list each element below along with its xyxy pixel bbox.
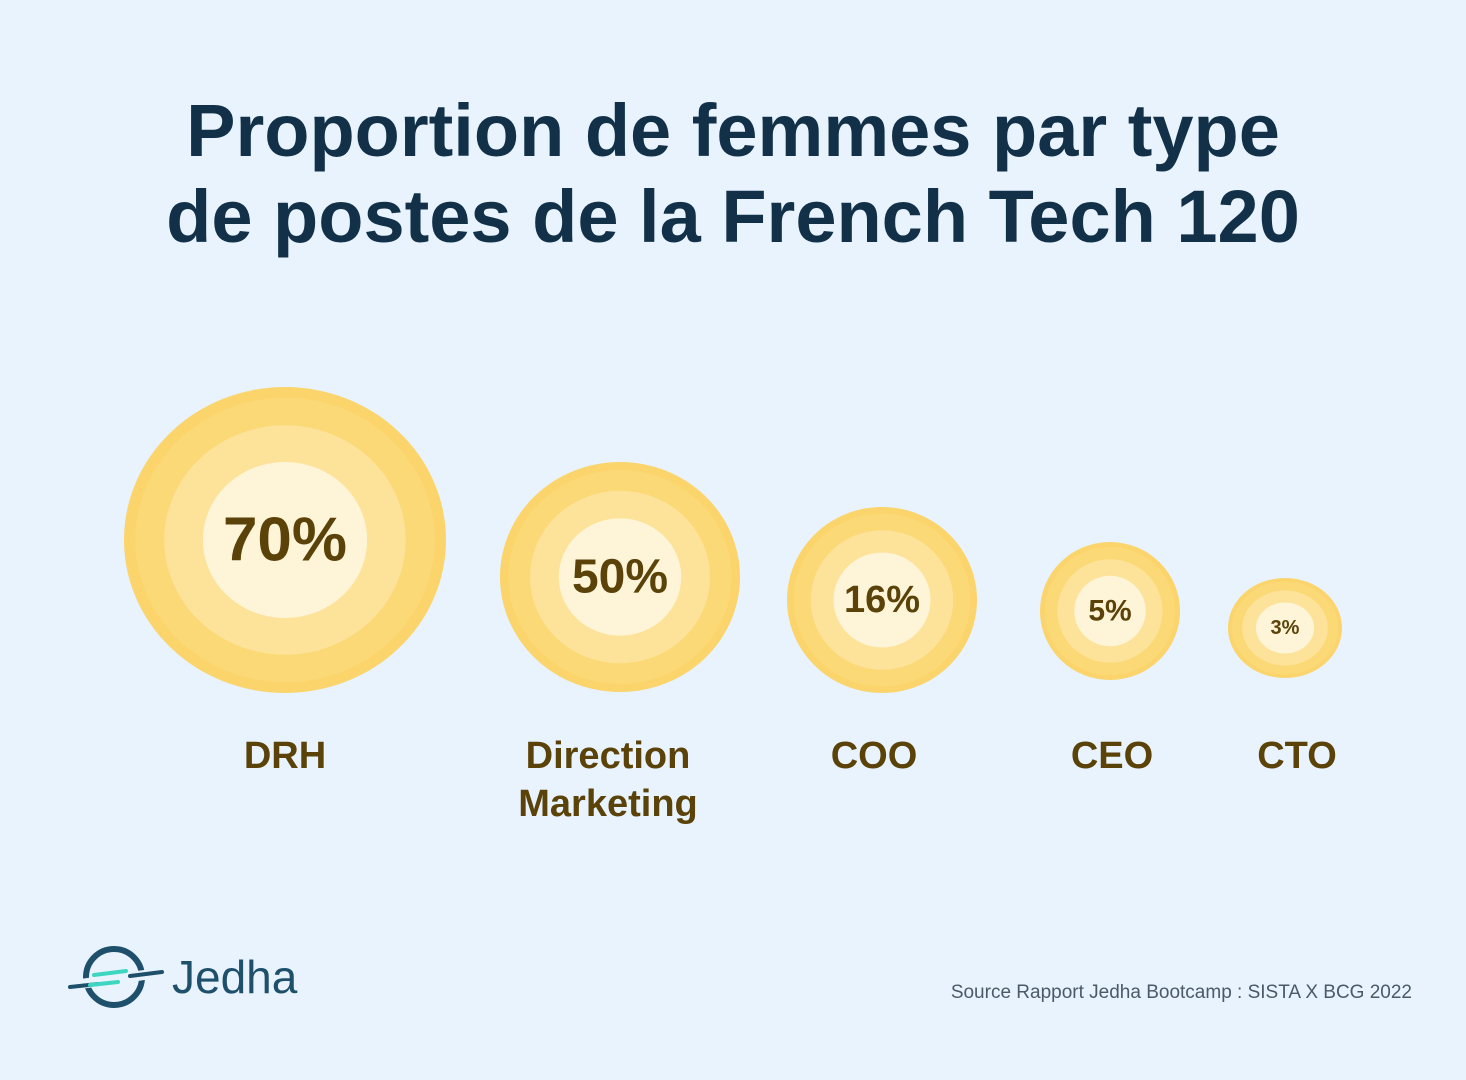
value-label: 5% — [1088, 595, 1131, 628]
bubble-inner — [1255, 602, 1315, 654]
bubble-inner — [202, 461, 368, 619]
jedha-logo: Jedha — [68, 942, 297, 1012]
bubble-2: 16% — [787, 507, 977, 693]
chart-title: Proportion de femmes par type de postes … — [0, 88, 1466, 260]
title-line-2: de postes de la French Tech 120 — [166, 175, 1300, 258]
bubble-3: 5% — [1040, 542, 1180, 680]
bubble-inner — [833, 552, 931, 648]
jedha-logo-icon — [68, 946, 164, 1008]
category-label: Direction Marketing — [518, 735, 698, 825]
value-label: 50% — [572, 551, 668, 604]
source-note: Source Rapport Jedha Bootcamp : SISTA X … — [950, 982, 1412, 1003]
category-label: CEO — [1070, 735, 1154, 777]
brand-name: Jedha — [172, 951, 298, 1003]
value-label: 70% — [223, 506, 347, 575]
bubble-inner — [1074, 575, 1146, 647]
title-line-1: Proportion de femmes par type — [186, 89, 1280, 172]
category-label: CTO — [1257, 735, 1337, 777]
value-label: 16% — [844, 579, 920, 621]
value-label: 3% — [1271, 617, 1300, 639]
bubble-inner — [558, 518, 682, 636]
category-label: COO — [830, 735, 918, 777]
bubble-1: 50% — [500, 462, 740, 692]
bubble-0: 70% — [124, 387, 446, 693]
bubble-4: 3% — [1228, 578, 1342, 678]
category-label: DRH — [243, 735, 327, 777]
